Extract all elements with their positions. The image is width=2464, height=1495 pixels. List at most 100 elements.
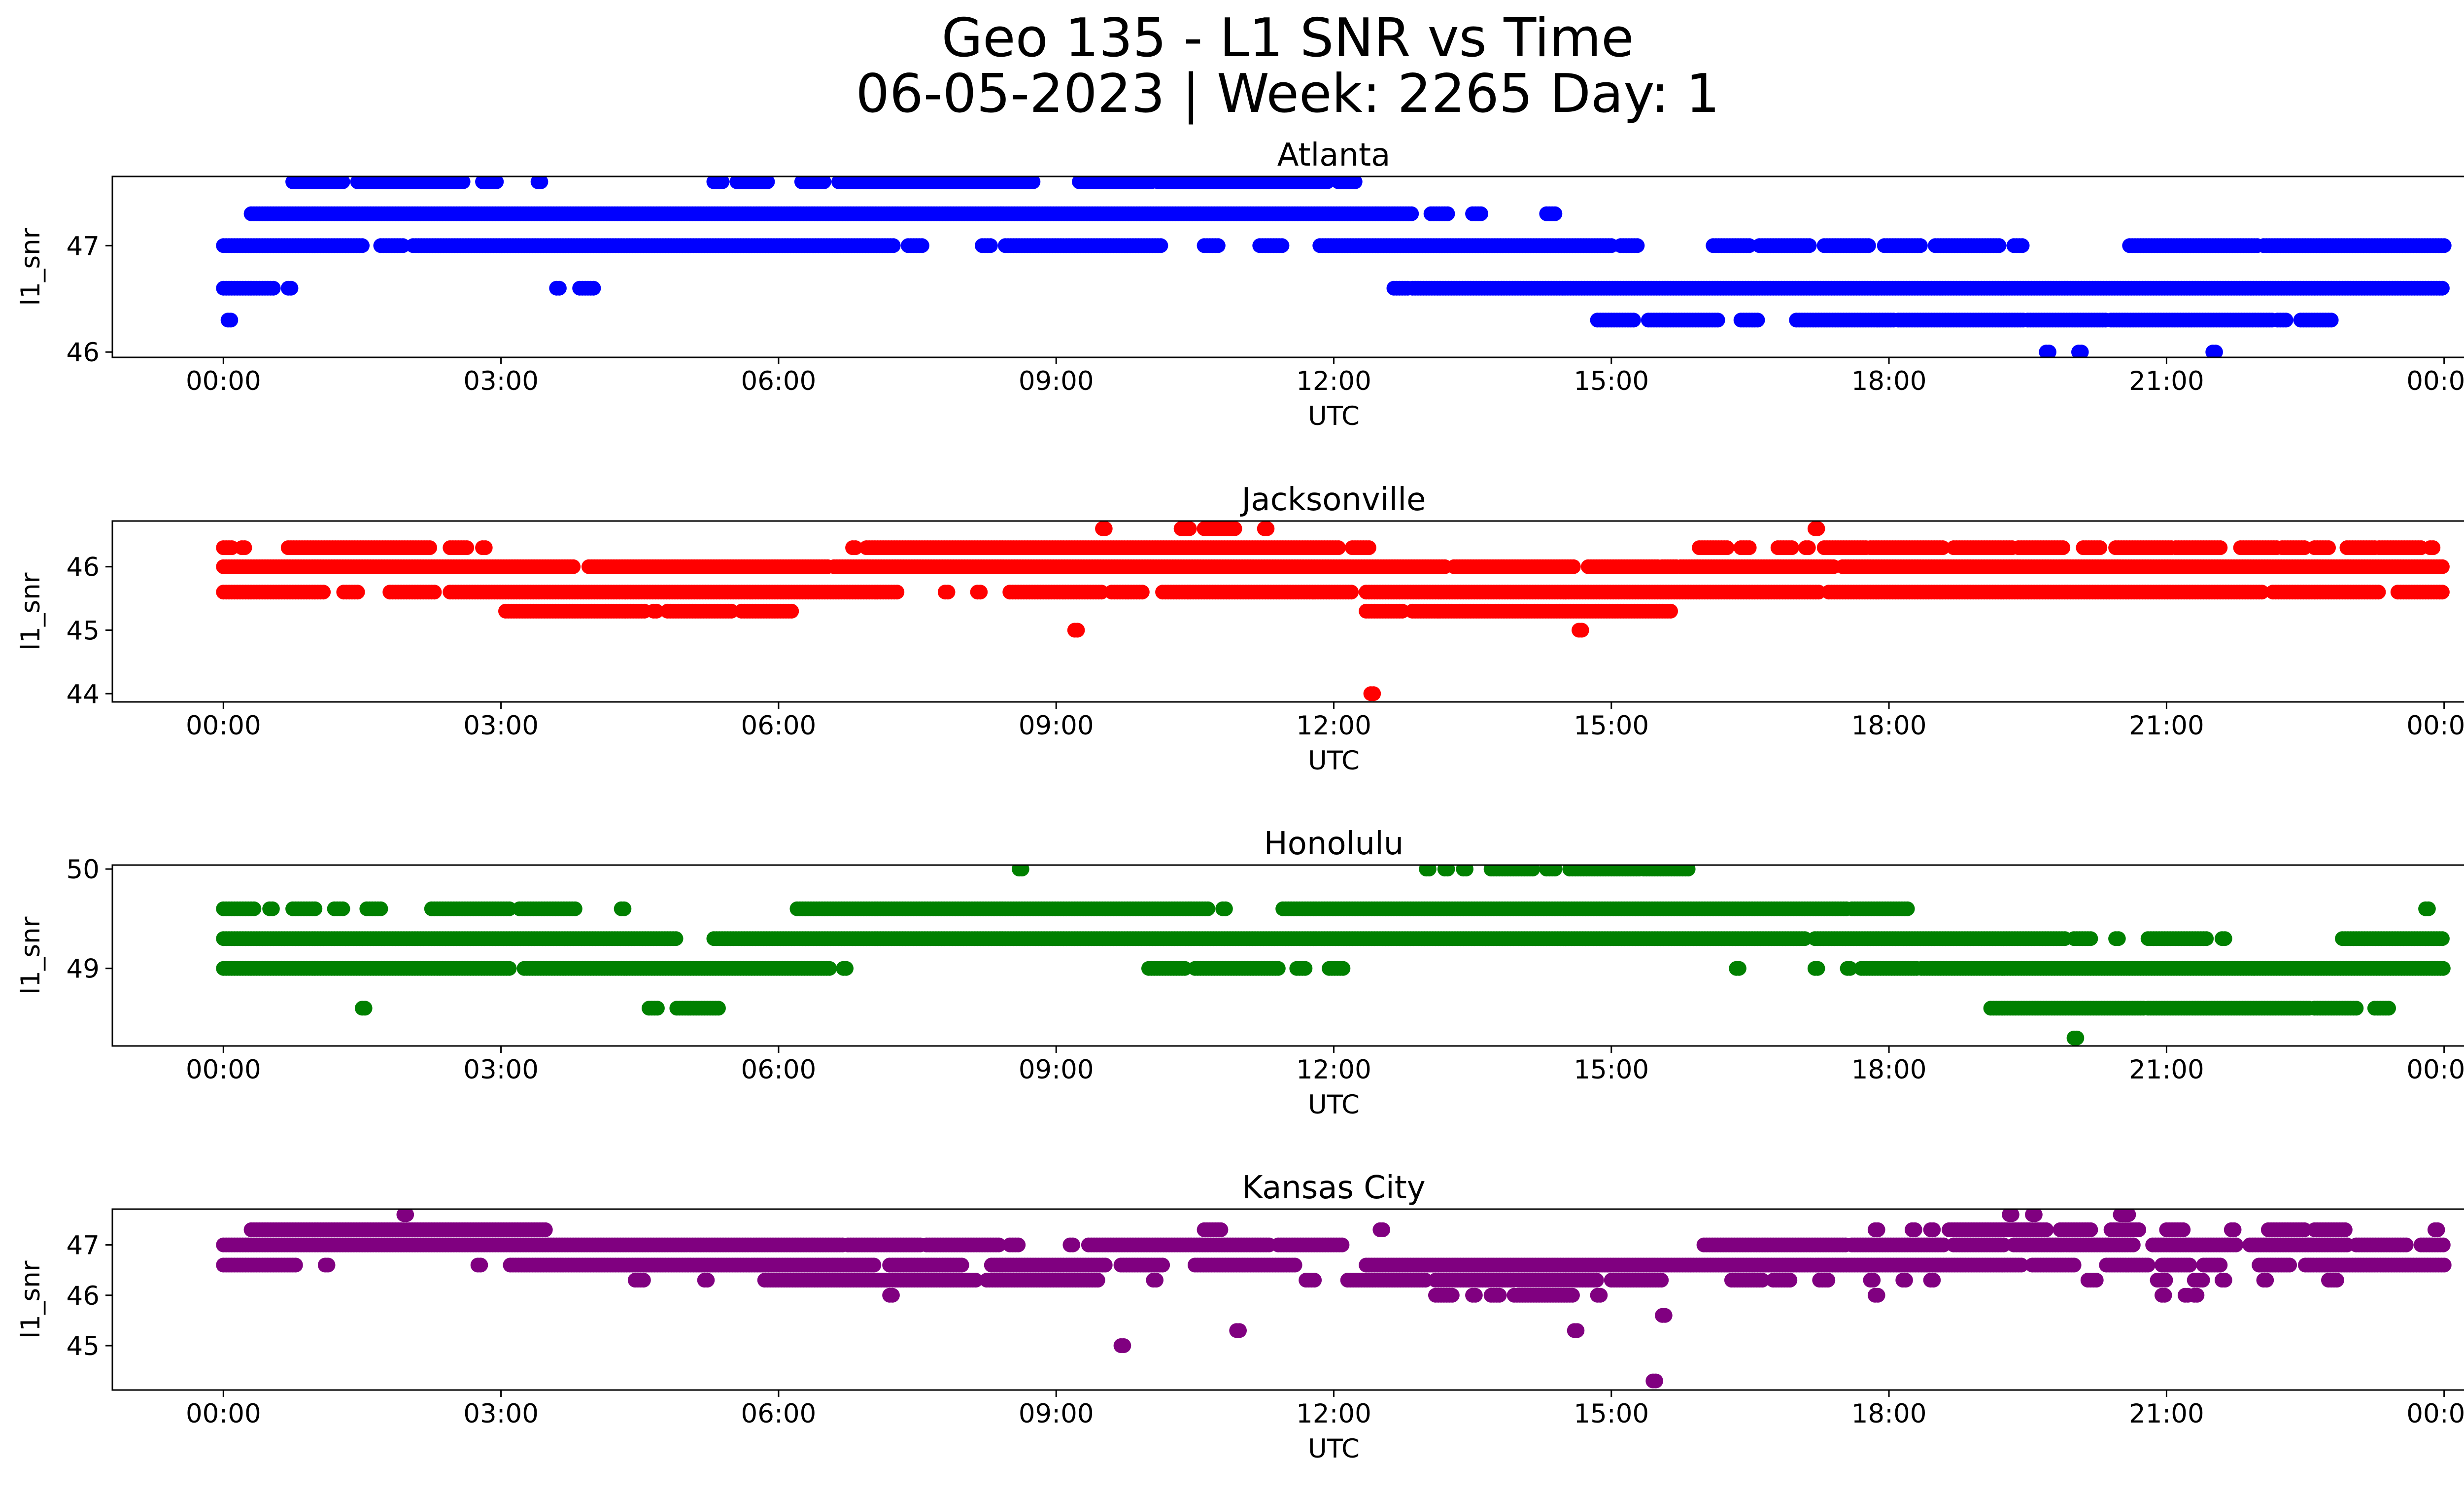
data-point — [2297, 540, 2312, 556]
x-tick-label: 00:00 — [186, 366, 261, 396]
data-point — [2213, 540, 2228, 556]
data-point — [1440, 206, 1455, 221]
data-point — [2371, 585, 2386, 600]
axes-frame — [111, 175, 2464, 358]
data-point — [1440, 865, 1455, 877]
data-point — [2015, 238, 2030, 253]
data-point — [459, 540, 475, 556]
data-point — [455, 176, 471, 189]
data-point — [335, 176, 350, 189]
data-point — [355, 238, 370, 253]
x-tick-label: 21:00 — [2129, 366, 2204, 396]
data-point — [502, 901, 517, 916]
data-point — [1274, 238, 1290, 253]
data-point — [308, 901, 323, 916]
data-point — [1094, 585, 1109, 600]
data-point — [2321, 540, 2336, 556]
subplot-title: Atlanta — [1277, 137, 1391, 174]
x-tick-label: 18:00 — [1851, 711, 1927, 741]
x-axis-label: UTC — [1308, 401, 1360, 431]
series-points — [216, 176, 2452, 357]
data-point — [2092, 540, 2108, 556]
data-point — [1361, 540, 1376, 556]
data-point — [533, 176, 548, 189]
data-point — [649, 603, 664, 619]
data-point — [1014, 865, 1029, 877]
data-point — [1900, 901, 1915, 916]
data-point — [1320, 176, 1335, 189]
data-point — [224, 540, 240, 556]
data-point — [586, 280, 601, 296]
data-point — [1218, 901, 1233, 916]
data-point — [237, 540, 252, 556]
data-point — [1421, 865, 1437, 877]
data-point — [724, 603, 739, 619]
data-point — [1525, 865, 1540, 877]
data-point — [489, 176, 504, 189]
data-point — [1861, 238, 1876, 253]
data-point — [265, 901, 280, 916]
data-point — [1742, 540, 1757, 556]
data-point — [1026, 176, 1041, 189]
data-point — [715, 176, 730, 189]
x-tick-label: 03:00 — [463, 366, 539, 396]
figure-subtitle: 06-05-2023 | Week: 2265 Day: 1 — [856, 63, 1720, 125]
data-point — [1802, 238, 1817, 253]
data-point — [1630, 238, 1645, 253]
data-point — [316, 585, 331, 600]
y-tick-label: 44 — [67, 679, 100, 709]
data-point — [983, 238, 998, 253]
data-point — [973, 585, 988, 600]
data-point — [1991, 238, 2007, 253]
data-point — [1070, 623, 1085, 638]
subplot-title: Jacksonville — [1240, 482, 1426, 518]
data-point — [1811, 585, 1826, 600]
data-point — [1719, 540, 1735, 556]
data-point — [373, 901, 388, 916]
data-point — [246, 901, 262, 916]
data-point — [2434, 280, 2450, 296]
data-point — [283, 280, 299, 296]
x-tick-label: 12:00 — [1296, 711, 1371, 741]
x-tick-label: 00:00 — [2406, 366, 2464, 396]
data-point — [760, 176, 775, 189]
data-point — [1663, 603, 1678, 619]
data-point — [2055, 540, 2071, 556]
data-point — [1801, 540, 1816, 556]
data-point — [1331, 540, 1346, 556]
data-point — [1935, 540, 1950, 556]
data-point — [784, 603, 799, 619]
data-point — [266, 280, 281, 296]
data-point — [1347, 176, 1363, 189]
data-point — [1547, 865, 1563, 877]
x-tick-label: 09:00 — [1019, 366, 1094, 396]
y-tick-label: 47 — [67, 231, 100, 261]
data-point — [1260, 521, 1275, 536]
data-point — [395, 238, 411, 253]
data-point — [1810, 521, 1825, 536]
data-point — [1182, 521, 1197, 536]
data-point — [1404, 206, 1419, 221]
x-tick-label: 00:00 — [2406, 711, 2464, 741]
data-point — [1344, 585, 1359, 600]
data-point — [1200, 901, 1216, 916]
data-point — [2426, 540, 2441, 556]
data-point — [2324, 313, 2339, 328]
data-point — [2208, 345, 2223, 357]
data-point — [1134, 585, 1150, 600]
x-tick-label: 15:00 — [1574, 711, 1649, 741]
series-points — [216, 865, 2451, 1045]
data-point — [890, 585, 905, 600]
x-tick-label: 06:00 — [741, 711, 817, 741]
data-point — [422, 540, 437, 556]
data-point — [2434, 559, 2450, 574]
data-point — [1566, 559, 1581, 574]
data-point — [2074, 345, 2089, 357]
data-point — [1680, 865, 1696, 877]
x-tick-label: 18:00 — [1851, 366, 1927, 396]
data-point — [1459, 865, 1473, 877]
data-point — [848, 540, 863, 556]
data-point — [1913, 238, 1928, 253]
